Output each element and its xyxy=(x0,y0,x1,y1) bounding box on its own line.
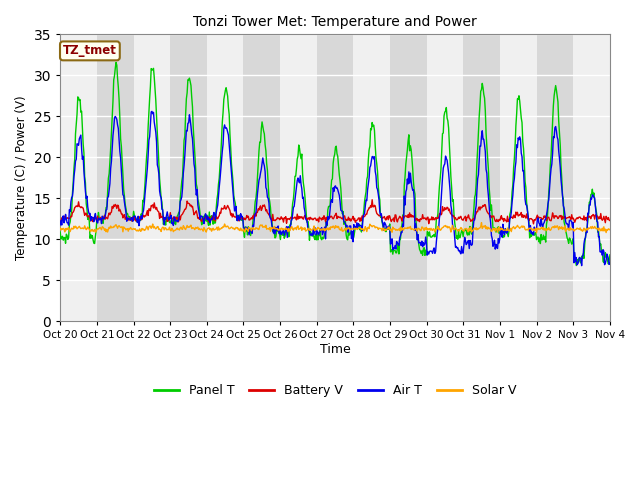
Bar xyxy=(537,35,573,321)
Bar xyxy=(207,35,243,321)
Bar xyxy=(463,35,500,321)
Bar xyxy=(280,35,317,321)
Bar xyxy=(390,35,427,321)
Bar xyxy=(60,35,97,321)
Legend: Panel T, Battery V, Air T, Solar V: Panel T, Battery V, Air T, Solar V xyxy=(148,379,522,402)
Bar xyxy=(243,35,280,321)
Bar xyxy=(427,35,463,321)
Text: TZ_tmet: TZ_tmet xyxy=(63,44,117,58)
Title: Tonzi Tower Met: Temperature and Power: Tonzi Tower Met: Temperature and Power xyxy=(193,15,477,29)
Bar xyxy=(97,35,134,321)
Bar xyxy=(170,35,207,321)
Bar xyxy=(573,35,610,321)
Bar xyxy=(500,35,537,321)
Bar xyxy=(134,35,170,321)
Bar xyxy=(353,35,390,321)
X-axis label: Time: Time xyxy=(320,343,351,356)
Bar xyxy=(317,35,353,321)
Y-axis label: Temperature (C) / Power (V): Temperature (C) / Power (V) xyxy=(15,96,28,260)
